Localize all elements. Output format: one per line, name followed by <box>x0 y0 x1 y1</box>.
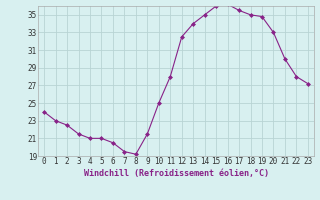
X-axis label: Windchill (Refroidissement éolien,°C): Windchill (Refroidissement éolien,°C) <box>84 169 268 178</box>
